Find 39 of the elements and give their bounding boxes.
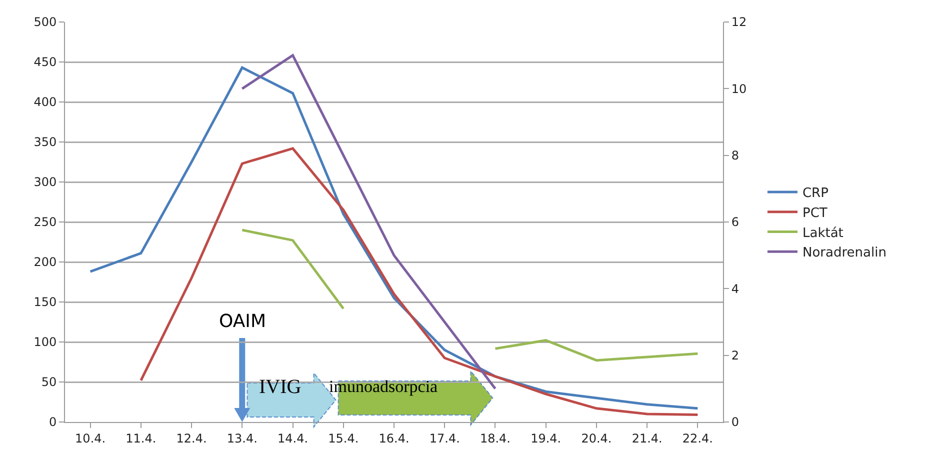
y2-tick-label: 4 [731, 282, 740, 296]
y-tick-label: 250 [34, 215, 57, 230]
y2-tick-label: 12 [731, 15, 747, 30]
annotation: IVIG [259, 376, 302, 398]
annotation: OAIM [219, 311, 266, 332]
x-tick-label: 15.4. [328, 431, 359, 446]
legend-label: CRP [802, 186, 829, 202]
y-tick-label: 450 [34, 55, 57, 70]
y2-tick-label: 2 [731, 348, 740, 363]
y2-tick-label: 10 [731, 82, 747, 96]
y-tick-label: 150 [34, 295, 57, 310]
x-tick-label: 22.4. [682, 431, 713, 446]
legend-label: Laktát [802, 226, 844, 241]
x-tick-label: 18.4. [480, 431, 511, 446]
y-tick-label: 350 [34, 135, 57, 150]
y-tick-label: 0 [48, 415, 57, 430]
x-tick-label: 11.4. [126, 431, 156, 446]
legend-label: Noradrenalin [802, 246, 886, 261]
x-tick-label: 20.4. [581, 431, 612, 446]
y2-tick-label: 0 [731, 415, 740, 430]
y-tick-label: 200 [34, 255, 57, 270]
y-tick-label: 500 [34, 15, 57, 30]
x-tick-label: 17.4. [429, 431, 460, 446]
y-tick-label: 300 [34, 175, 57, 190]
line-series [89, 66, 699, 410]
x-tick-label: 19.4. [530, 431, 562, 446]
x-tick-label: 14.4. [277, 431, 308, 446]
x-tick-label: 16.4. [378, 431, 410, 446]
y2-tick-label: 8 [731, 148, 740, 163]
legend-label: PCT [802, 206, 828, 221]
y-tick-label: 50 [41, 375, 57, 390]
x-tick-label: 21.4. [632, 431, 662, 446]
x-tick-label: 10.4. [75, 431, 106, 446]
y2-tick-label: 6 [731, 215, 740, 230]
x-tick-label: 13.4. [226, 431, 258, 446]
y-tick-label: 400 [34, 95, 57, 110]
y-tick-label: 100 [34, 335, 57, 350]
line-series [140, 147, 699, 416]
x-tick-label: 12.4. [176, 431, 207, 446]
